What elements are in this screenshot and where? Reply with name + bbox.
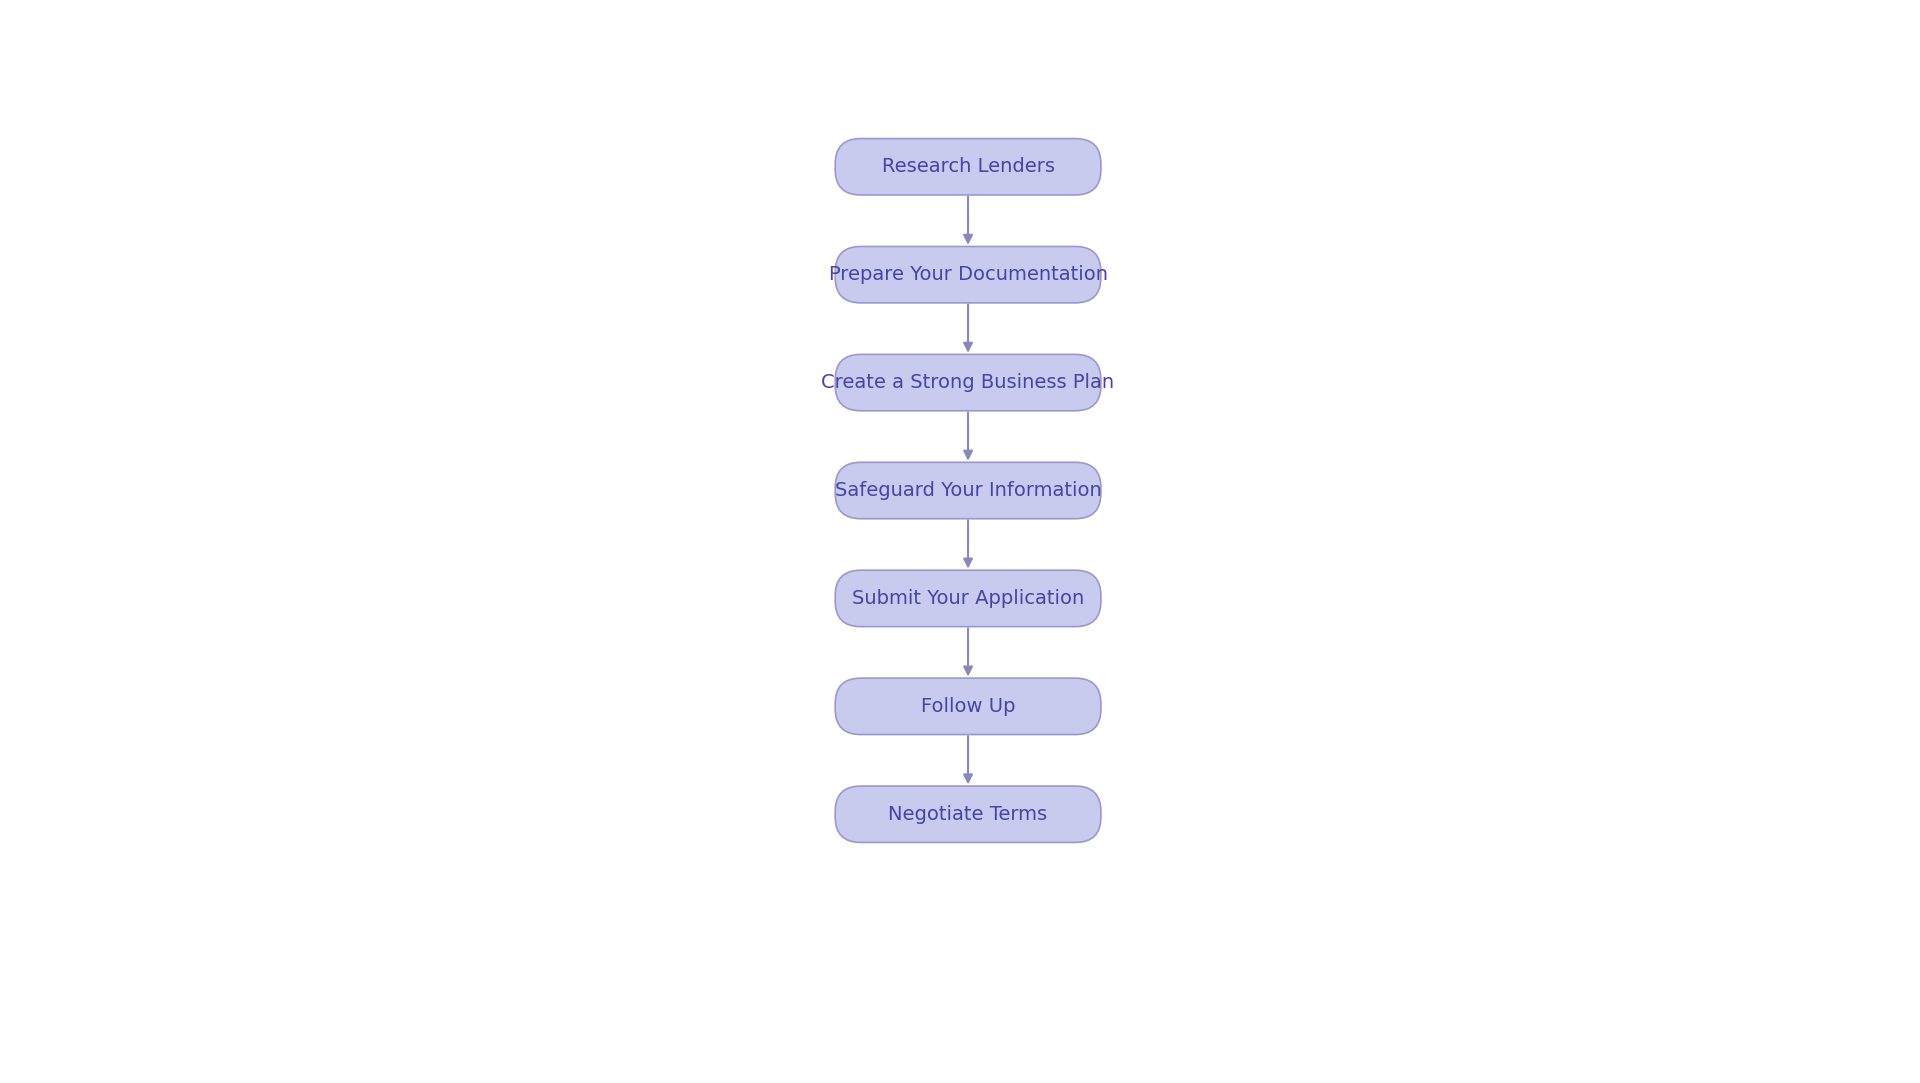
FancyBboxPatch shape [835,678,1100,734]
FancyBboxPatch shape [835,571,1100,627]
Text: Safeguard Your Information: Safeguard Your Information [835,481,1102,500]
FancyBboxPatch shape [835,247,1100,303]
FancyBboxPatch shape [835,139,1100,195]
Text: Research Lenders: Research Lenders [881,157,1054,177]
Text: Prepare Your Documentation: Prepare Your Documentation [829,265,1108,284]
Text: Submit Your Application: Submit Your Application [852,589,1085,608]
FancyBboxPatch shape [835,354,1100,410]
Text: Negotiate Terms: Negotiate Terms [889,805,1048,824]
Text: Create a Strong Business Plan: Create a Strong Business Plan [822,373,1116,392]
FancyBboxPatch shape [835,462,1100,519]
FancyBboxPatch shape [835,786,1100,843]
Text: Follow Up: Follow Up [922,696,1016,716]
